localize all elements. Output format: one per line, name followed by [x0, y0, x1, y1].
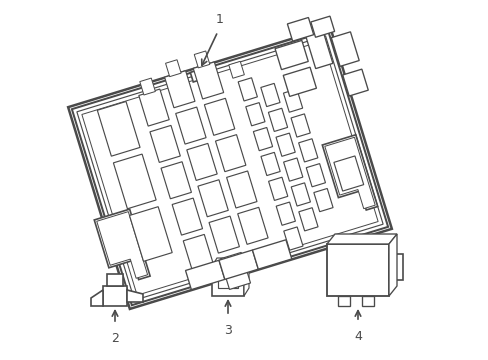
Text: 3: 3	[224, 324, 231, 337]
Polygon shape	[186, 143, 217, 180]
Polygon shape	[228, 61, 244, 78]
Polygon shape	[283, 89, 302, 112]
Polygon shape	[107, 274, 123, 286]
Polygon shape	[388, 234, 396, 296]
Polygon shape	[361, 296, 373, 306]
Polygon shape	[268, 177, 287, 201]
Polygon shape	[212, 266, 244, 296]
Polygon shape	[77, 36, 382, 300]
Polygon shape	[331, 32, 359, 66]
Text: 1: 1	[216, 13, 224, 26]
Polygon shape	[304, 25, 332, 69]
Polygon shape	[275, 133, 295, 156]
Polygon shape	[253, 127, 272, 151]
Polygon shape	[226, 171, 257, 208]
Polygon shape	[72, 31, 387, 305]
Polygon shape	[326, 234, 396, 244]
Text: 4: 4	[353, 330, 361, 343]
Polygon shape	[298, 208, 317, 231]
Polygon shape	[274, 40, 307, 69]
Polygon shape	[298, 139, 317, 162]
Polygon shape	[237, 207, 267, 244]
Polygon shape	[175, 107, 205, 144]
Polygon shape	[322, 135, 377, 210]
Polygon shape	[129, 207, 172, 261]
Polygon shape	[313, 189, 332, 212]
Polygon shape	[185, 260, 224, 289]
Polygon shape	[97, 212, 147, 278]
Polygon shape	[204, 98, 234, 135]
Polygon shape	[161, 162, 191, 199]
Polygon shape	[194, 51, 209, 68]
Polygon shape	[165, 60, 181, 77]
Polygon shape	[68, 27, 391, 309]
Polygon shape	[276, 202, 295, 225]
Polygon shape	[150, 125, 180, 162]
Polygon shape	[94, 209, 150, 280]
Polygon shape	[91, 290, 103, 306]
Polygon shape	[283, 227, 303, 250]
Polygon shape	[215, 135, 245, 172]
Polygon shape	[219, 250, 258, 279]
Polygon shape	[283, 158, 302, 181]
Polygon shape	[197, 267, 213, 284]
Polygon shape	[388, 254, 402, 280]
Polygon shape	[291, 183, 310, 206]
Polygon shape	[333, 156, 363, 191]
Polygon shape	[139, 89, 169, 126]
Polygon shape	[212, 258, 248, 266]
Polygon shape	[127, 290, 142, 302]
Polygon shape	[324, 137, 374, 209]
Polygon shape	[103, 286, 127, 306]
Polygon shape	[190, 67, 212, 82]
Polygon shape	[326, 244, 388, 296]
Polygon shape	[208, 216, 239, 253]
Polygon shape	[260, 84, 280, 107]
Polygon shape	[198, 180, 228, 217]
Polygon shape	[113, 154, 156, 209]
Polygon shape	[283, 67, 316, 96]
Polygon shape	[287, 18, 313, 41]
Polygon shape	[268, 108, 287, 131]
Polygon shape	[342, 69, 367, 96]
Text: 2: 2	[111, 332, 119, 345]
Polygon shape	[164, 71, 195, 108]
Polygon shape	[305, 163, 325, 187]
Polygon shape	[244, 258, 248, 296]
Polygon shape	[81, 41, 377, 295]
Polygon shape	[310, 16, 334, 37]
Polygon shape	[140, 78, 155, 95]
Polygon shape	[261, 152, 280, 176]
Polygon shape	[238, 78, 257, 101]
Polygon shape	[193, 62, 223, 99]
Polygon shape	[245, 103, 264, 126]
Polygon shape	[97, 102, 140, 156]
Polygon shape	[218, 271, 238, 288]
Polygon shape	[337, 296, 349, 306]
Polygon shape	[252, 240, 291, 269]
Polygon shape	[172, 198, 202, 235]
Polygon shape	[220, 252, 250, 289]
Polygon shape	[290, 114, 310, 137]
Polygon shape	[183, 234, 213, 271]
